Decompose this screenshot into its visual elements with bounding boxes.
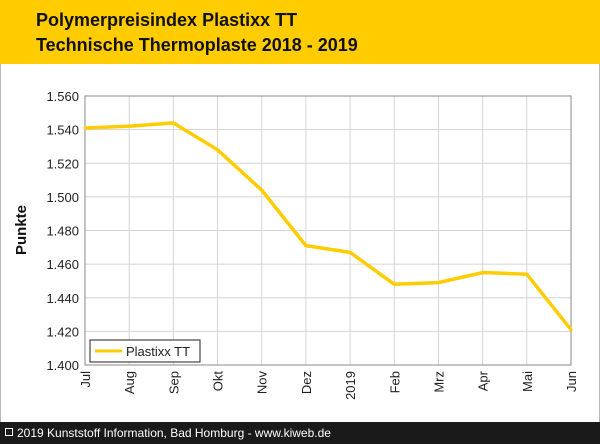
data-point: [260, 188, 264, 192]
footer-bar: 2019 Kunststoff Information, Bad Homburg…: [0, 422, 600, 444]
footer-text: 2019 Kunststoff Information, Bad Homburg…: [17, 426, 331, 440]
data-point: [481, 271, 485, 275]
y-tick-label: 1.460: [46, 257, 79, 272]
legend-box: [89, 339, 201, 363]
series-layer: [83, 121, 573, 332]
x-axis: Jul Aug Sep Okt Nov Dez 2019 Feb Mrz Apr Mai Jun: [78, 370, 579, 400]
x-tick-label: Mai: [520, 371, 535, 392]
y-tick-label: 1.420: [46, 324, 79, 339]
y-axis-title: Punkte: [13, 205, 30, 255]
y-tick-label: 1.440: [46, 291, 79, 306]
x-tick-label: Dez: [299, 371, 314, 394]
data-point: [83, 126, 87, 130]
data-point: [348, 250, 352, 254]
y-axis: 1.400 1.420 1.440 1.460 1.480 1.500 1.520 1.540…: [46, 89, 79, 373]
x-tick-label: Sep: [166, 371, 181, 394]
y-tick-label: 1.560: [46, 89, 79, 104]
data-point: [569, 328, 573, 332]
x-tick-label: Aug: [122, 371, 137, 394]
plot-area-border: [84, 95, 572, 366]
copyright-box-icon: [5, 428, 13, 436]
x-tick-label: Jun: [564, 371, 579, 392]
x-tick-label: Apr: [476, 370, 491, 391]
chart-subtitle: Technische Thermoplaste 2018 - 2019: [36, 35, 358, 55]
line-chart: 1.400 1.420 1.440 1.460 1.480 1.500 1.520 1.540…: [13, 89, 579, 400]
data-point: [525, 272, 529, 276]
y-tick-label: 1.500: [46, 190, 79, 205]
data-point: [127, 124, 131, 128]
y-tick-label: 1.520: [46, 156, 79, 171]
data-point: [304, 244, 308, 248]
x-tick-label: Okt: [211, 371, 226, 392]
data-point: [216, 148, 220, 152]
legend-label: Plastixx TT: [126, 344, 190, 359]
x-tick-label: 2019: [343, 371, 358, 400]
data-point: [392, 282, 396, 286]
y-tick-label: 1.400: [46, 358, 79, 373]
chart-title: Polymerpreisindex Plastixx TT: [36, 10, 298, 30]
x-tick-label: Nov: [255, 371, 270, 395]
y-tick-label: 1.480: [46, 224, 79, 239]
x-tick-label: Feb: [387, 371, 402, 393]
header-banner: Polymerpreisindex Plastixx TT Technische…: [0, 0, 600, 64]
x-tick-label: Mrz: [431, 371, 446, 393]
legend: Plastixx TT: [89, 339, 201, 363]
grid-lines: [84, 95, 572, 366]
data-point: [171, 121, 175, 125]
x-tick-label: Jul: [78, 371, 93, 388]
y-tick-label: 1.540: [46, 123, 79, 138]
data-point: [436, 281, 440, 285]
series-line: [84, 121, 573, 331]
